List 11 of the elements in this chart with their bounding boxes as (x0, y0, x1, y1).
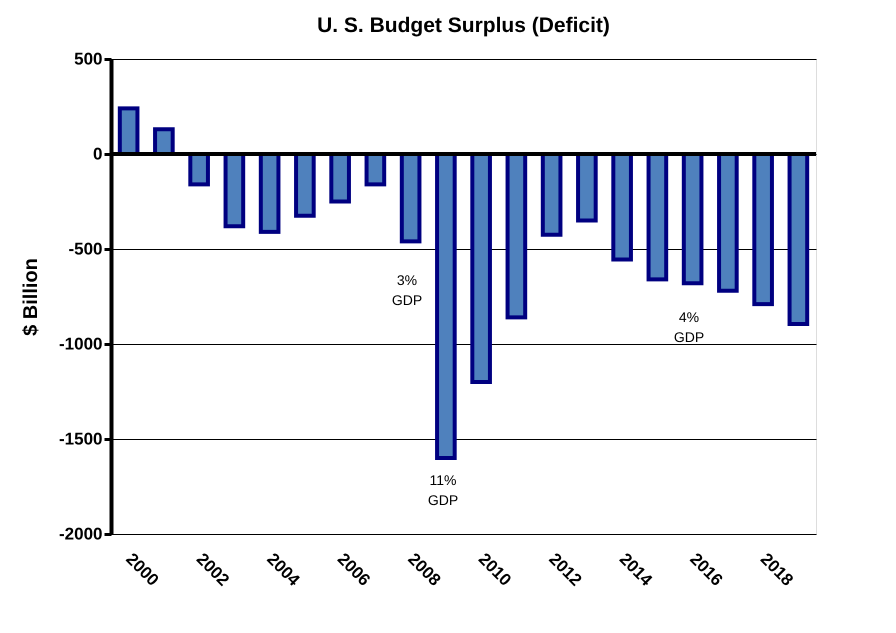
chart-title: U. S. Budget Surplus (Deficit) (317, 14, 610, 37)
y-tick-label: 500 (74, 50, 102, 68)
annotation: 11% GDP (428, 472, 458, 508)
y-tick-label: -500 (68, 240, 102, 258)
y-tick-label: -1000 (59, 334, 102, 354)
y-axis-title: $ Billion (20, 258, 42, 336)
y-tick-label: -2000 (59, 524, 102, 544)
y-tick-label: 0 (93, 144, 102, 164)
annotation: 4% GDP (674, 309, 704, 345)
annotation: 3% GDP (392, 272, 422, 308)
y-tick-label: -1500 (59, 430, 102, 448)
